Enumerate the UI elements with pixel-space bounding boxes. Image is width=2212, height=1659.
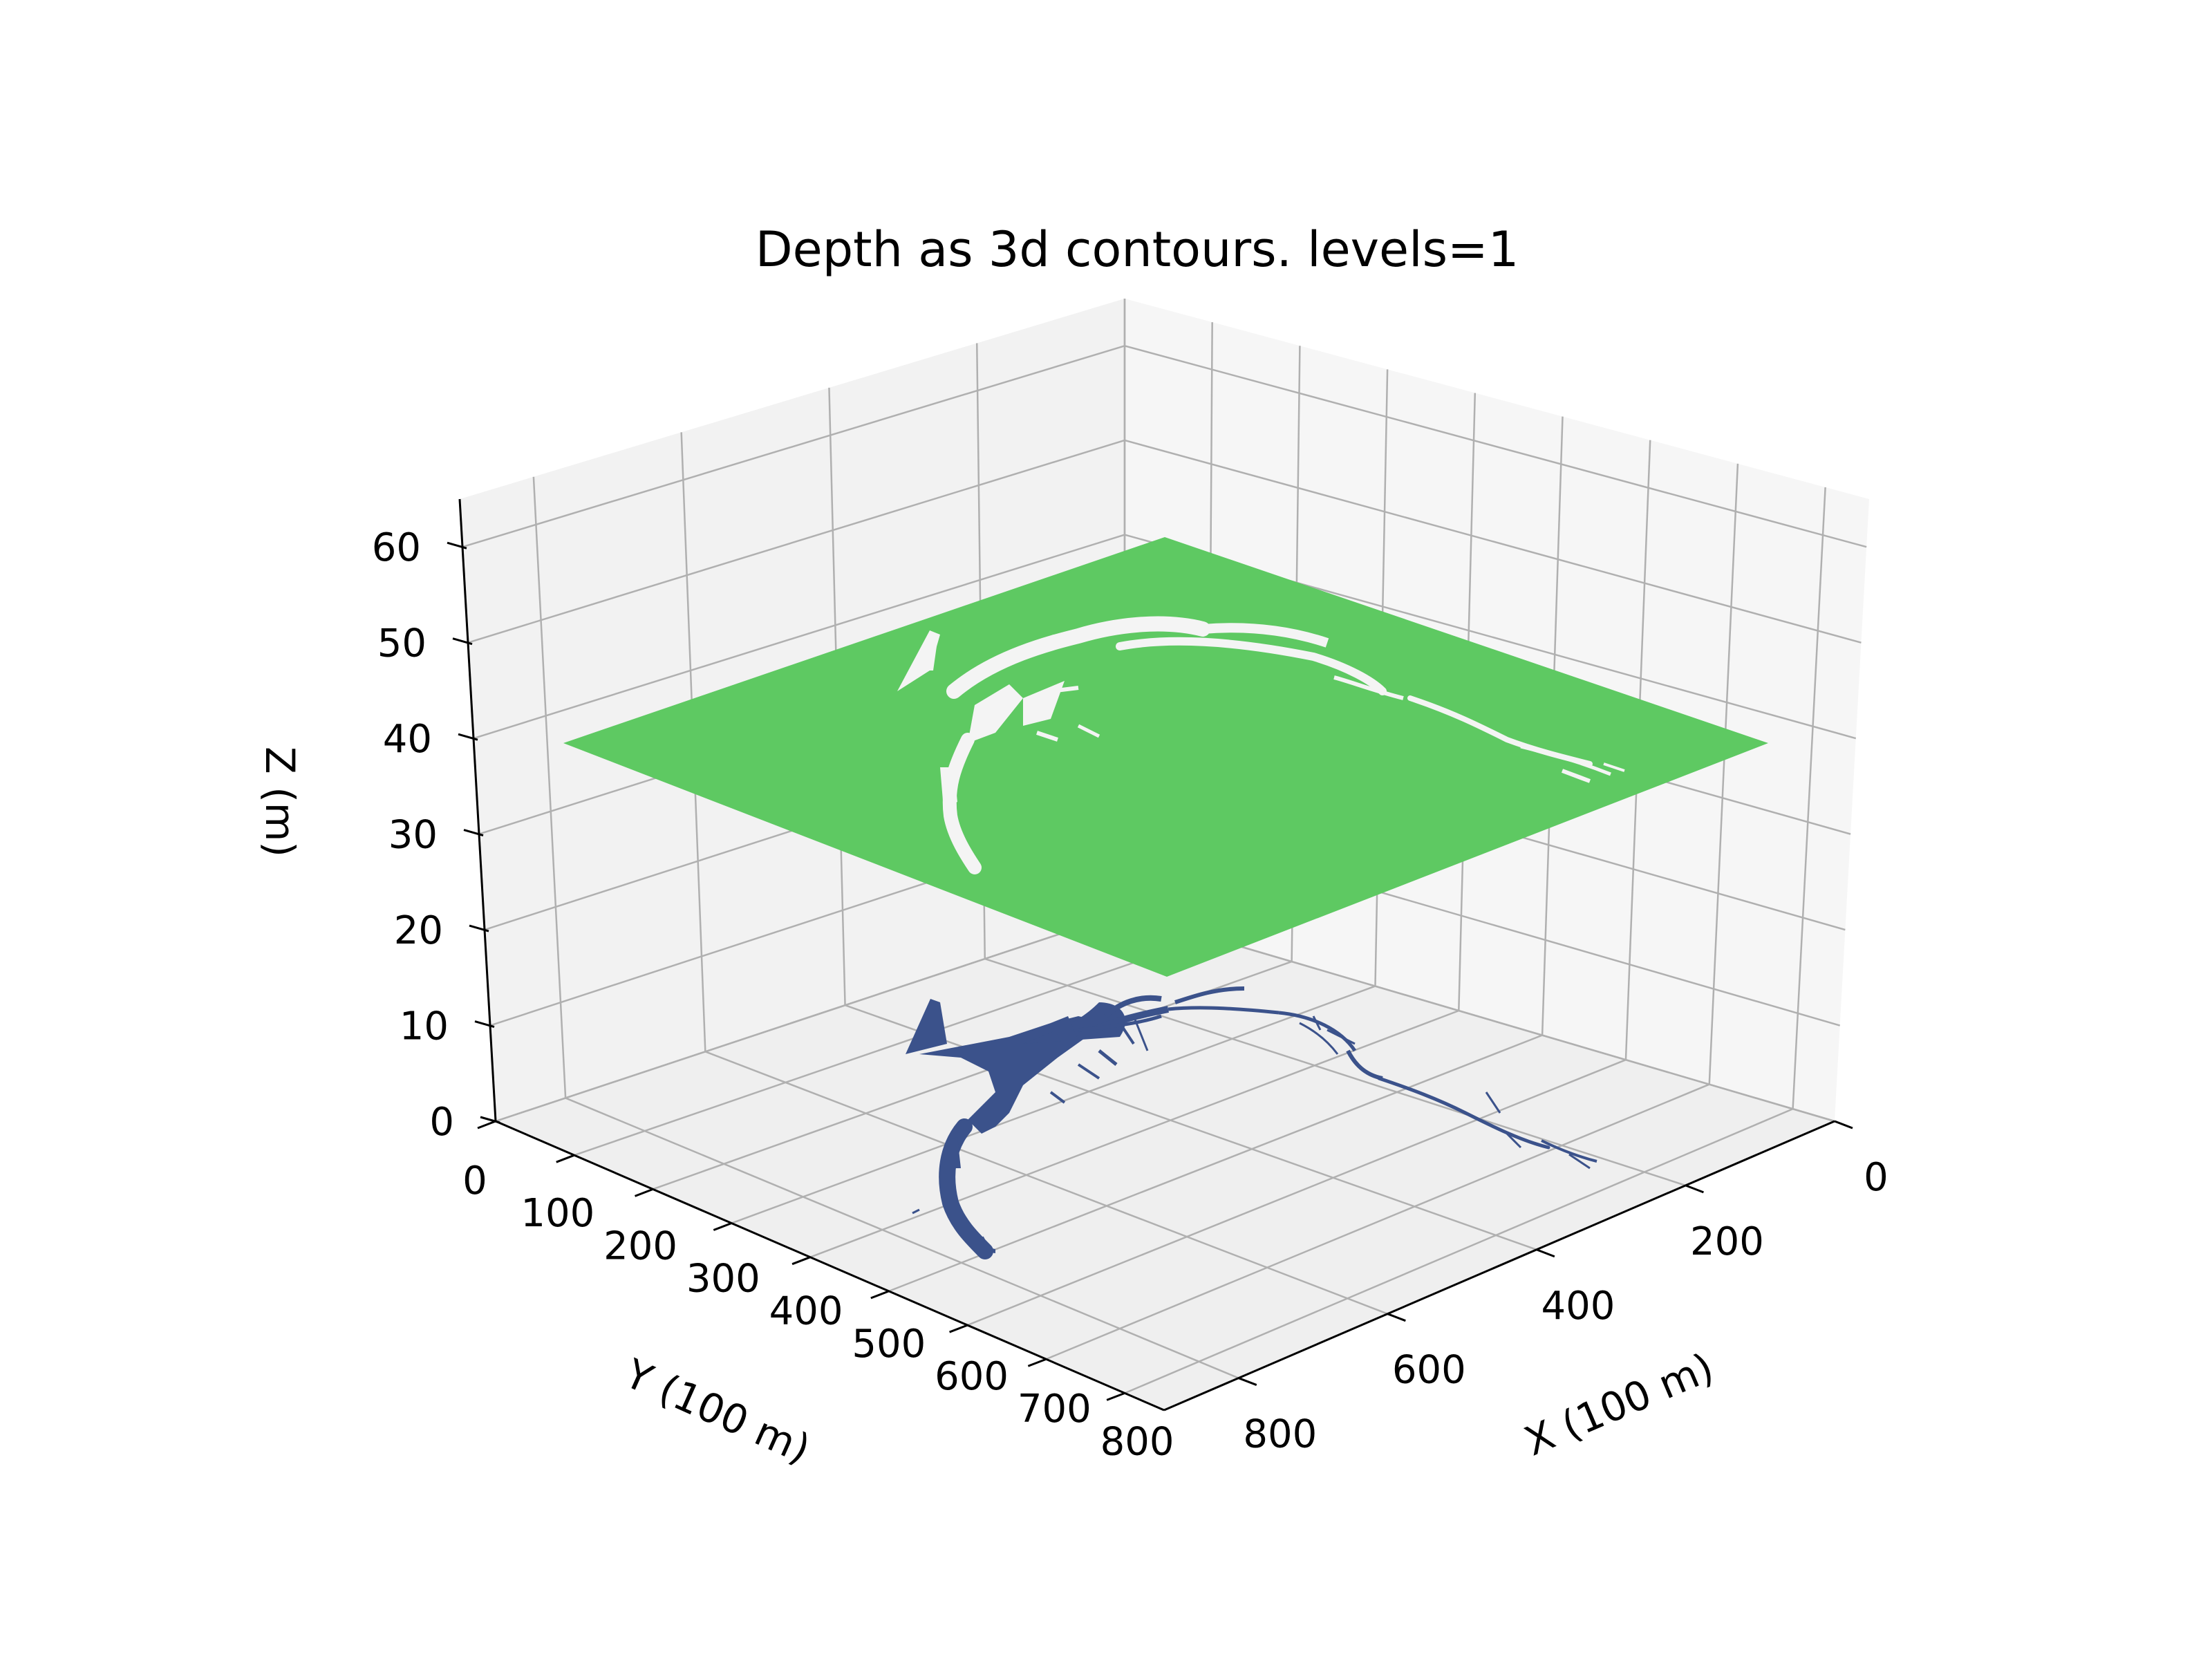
z-tick [447, 541, 467, 550]
y-gridline [967, 1059, 1627, 1327]
x-tick-label: 800 [1243, 1412, 1317, 1457]
river-mouth-wedge [906, 999, 947, 1054]
y-gridline [1708, 463, 1739, 1085]
y-tick-label: 500 [852, 1322, 926, 1367]
y-tick [1027, 1358, 1047, 1367]
y-gridline [888, 1034, 1543, 1293]
x-gridline [532, 476, 567, 1098]
x-tick-label: 400 [1541, 1284, 1615, 1329]
y-tick-label: 700 [1018, 1387, 1091, 1432]
x-tick [1536, 1248, 1555, 1258]
x-gridline [704, 1051, 1388, 1315]
z-axis-label: Z (m) [256, 747, 303, 857]
y-axis-line [495, 1120, 1165, 1412]
z-gridline [473, 534, 1125, 740]
x-gridline [1124, 911, 1835, 1123]
x-gridline [565, 1097, 1239, 1379]
y-tick [634, 1188, 654, 1197]
z-gridline [462, 345, 1125, 548]
y-gridline [1792, 487, 1826, 1109]
chart-title: Depth as 3d contours. levels=1 [756, 221, 1519, 278]
x-axis-line [1163, 1120, 1835, 1412]
y-axis-label: Y (100 m) [617, 1349, 817, 1472]
y-tick [870, 1290, 890, 1300]
floor-pane [496, 912, 1835, 1410]
z-tick [474, 1020, 495, 1028]
z-tick [458, 733, 478, 741]
z-tick-label: 50 [377, 621, 427, 666]
x-tick-label: 200 [1690, 1219, 1764, 1264]
z-tick-label: 30 [388, 813, 438, 858]
z-tick-label: 0 [429, 1100, 454, 1145]
y-tick-label: 300 [686, 1257, 760, 1302]
river-gaps [897, 616, 1625, 874]
z-tick [480, 1116, 500, 1124]
y-tick-label: 0 [462, 1159, 487, 1203]
z-tick-label: 60 [372, 525, 421, 570]
z-tick [452, 637, 473, 646]
y-tick [477, 1120, 496, 1130]
y-gridline [495, 911, 1125, 1123]
z-tick-label: 20 [394, 908, 443, 953]
y-tick [949, 1324, 968, 1333]
z-gridline [467, 439, 1125, 644]
x-gridline [845, 1004, 1537, 1250]
z-tick-label: 40 [383, 717, 432, 762]
x-tick [1685, 1184, 1704, 1194]
y-tick-label: 100 [521, 1191, 594, 1236]
y-tick [713, 1222, 732, 1231]
y-tick-label: 800 [1100, 1419, 1174, 1464]
y-tick-label: 600 [935, 1354, 1009, 1399]
z-tick-label: 10 [400, 1004, 449, 1049]
z-tick [463, 829, 484, 837]
y-tick-label: 200 [603, 1224, 677, 1268]
z-gridline [1124, 439, 1862, 644]
contour-level-lower [906, 986, 1597, 1259]
ticks [447, 541, 1853, 1401]
tick-labels: 0102030405060010020030040050060070080002… [372, 525, 1888, 1464]
x-tick-label: 0 [1864, 1155, 1888, 1200]
y-tick [791, 1256, 811, 1266]
y-tick [1106, 1392, 1125, 1401]
z-gridline [1124, 345, 1867, 548]
x-tick [1834, 1120, 1853, 1130]
contour-level-upper [563, 537, 1768, 977]
x-tick [1238, 1377, 1257, 1386]
y-tick-label: 400 [769, 1289, 843, 1334]
x-tick-label: 600 [1392, 1348, 1466, 1393]
z-axis-line [458, 498, 497, 1122]
x-tick [1387, 1313, 1406, 1322]
z-tick [469, 924, 489, 932]
x-gridline [984, 957, 1686, 1187]
x-axis-label: X (100 m) [1518, 1344, 1721, 1465]
y-gridline [1124, 1108, 1794, 1394]
y-gridline [731, 985, 1376, 1224]
y-tick [556, 1154, 575, 1163]
y-gridline [1045, 1083, 1710, 1360]
green-contour-surface [563, 537, 1768, 977]
y-gridline [574, 936, 1209, 1156]
